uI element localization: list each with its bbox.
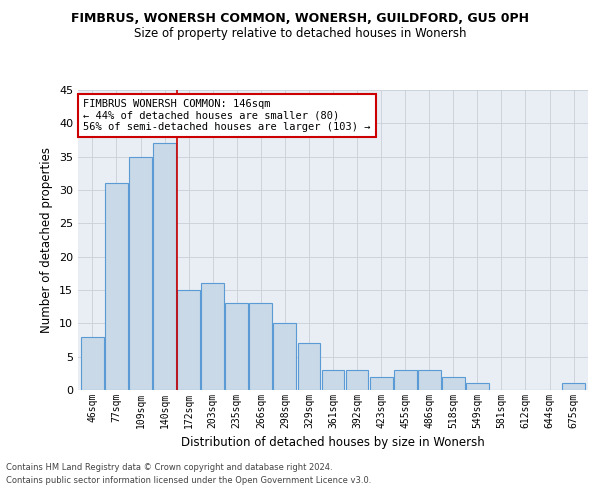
Bar bbox=[105, 184, 128, 390]
Bar bbox=[442, 376, 465, 390]
Text: Contains public sector information licensed under the Open Government Licence v3: Contains public sector information licen… bbox=[6, 476, 371, 485]
Bar bbox=[418, 370, 440, 390]
Bar bbox=[153, 144, 176, 390]
Text: Contains HM Land Registry data © Crown copyright and database right 2024.: Contains HM Land Registry data © Crown c… bbox=[6, 464, 332, 472]
Bar bbox=[298, 344, 320, 390]
Bar bbox=[226, 304, 248, 390]
Bar bbox=[562, 384, 585, 390]
Text: Size of property relative to detached houses in Wonersh: Size of property relative to detached ho… bbox=[134, 28, 466, 40]
Bar bbox=[250, 304, 272, 390]
Bar bbox=[466, 384, 489, 390]
Bar bbox=[346, 370, 368, 390]
Bar bbox=[274, 324, 296, 390]
Bar bbox=[177, 290, 200, 390]
Text: FIMBRUS, WONERSH COMMON, WONERSH, GUILDFORD, GU5 0PH: FIMBRUS, WONERSH COMMON, WONERSH, GUILDF… bbox=[71, 12, 529, 26]
Y-axis label: Number of detached properties: Number of detached properties bbox=[40, 147, 53, 333]
Text: FIMBRUS WONERSH COMMON: 146sqm
← 44% of detached houses are smaller (80)
56% of : FIMBRUS WONERSH COMMON: 146sqm ← 44% of … bbox=[83, 99, 371, 132]
Bar bbox=[201, 284, 224, 390]
Bar bbox=[322, 370, 344, 390]
Bar bbox=[129, 156, 152, 390]
X-axis label: Distribution of detached houses by size in Wonersh: Distribution of detached houses by size … bbox=[181, 436, 485, 450]
Bar bbox=[81, 336, 104, 390]
Bar bbox=[394, 370, 416, 390]
Bar bbox=[370, 376, 392, 390]
